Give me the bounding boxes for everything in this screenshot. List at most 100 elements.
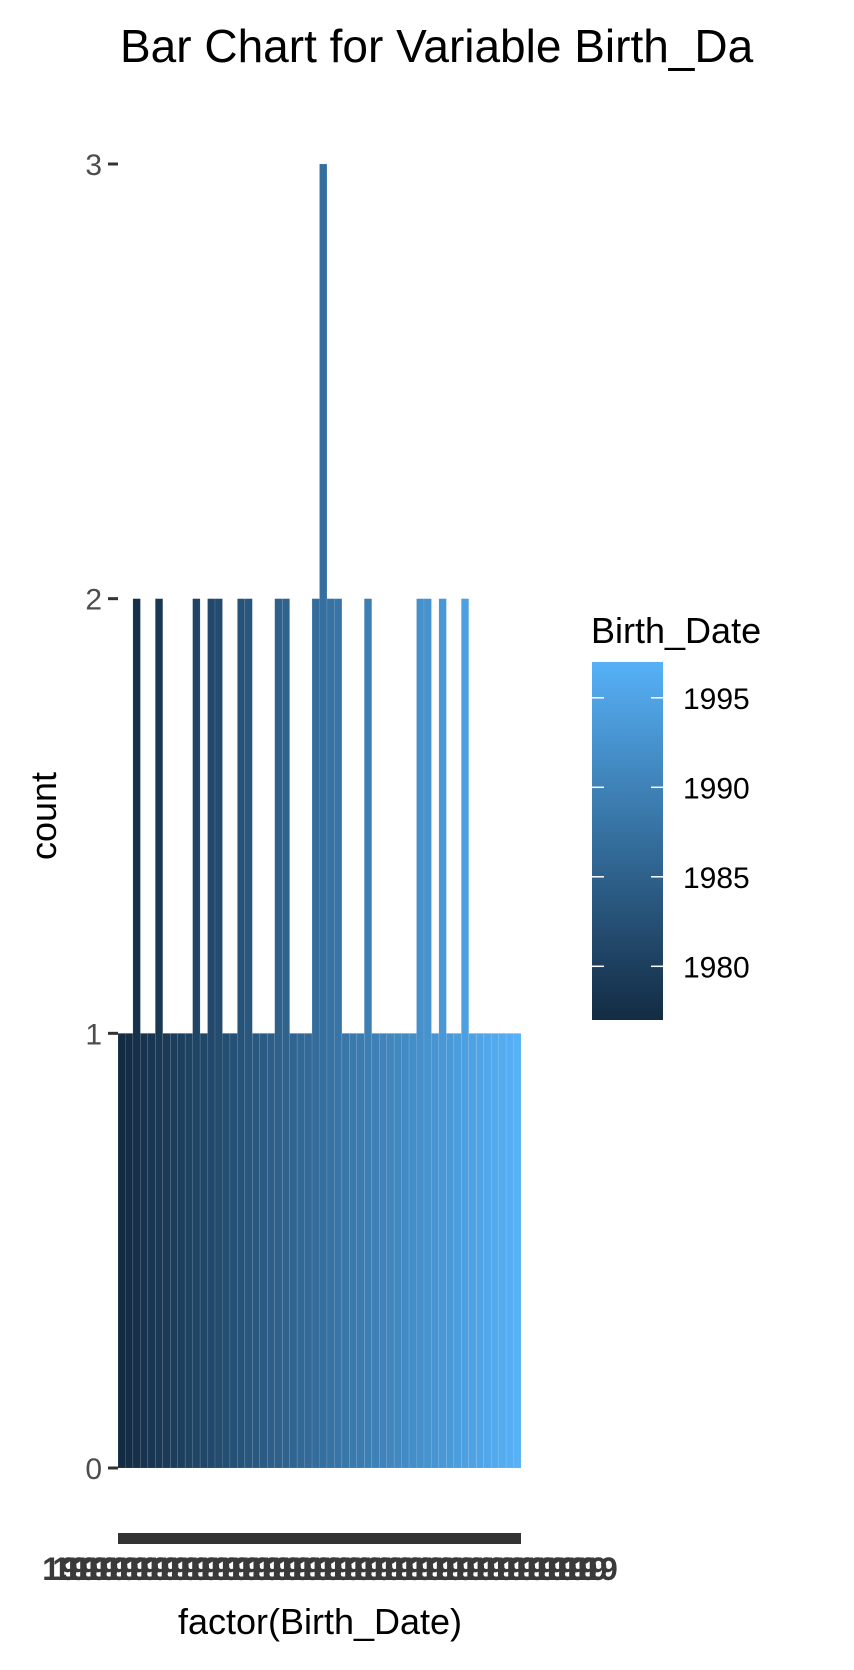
y-axis: 0 1 2 3 <box>85 149 118 1486</box>
x-tick-label: 19 <box>348 1551 384 1587</box>
x-tick-label: 19 <box>368 1551 404 1587</box>
bar <box>192 598 201 1469</box>
bar <box>416 598 425 1469</box>
legend-colorbar <box>592 662 663 1020</box>
bar <box>461 598 470 1469</box>
x-tick-label: 19 <box>541 1551 577 1587</box>
x-tick-label: 19 <box>307 1551 343 1587</box>
x-tick-label: 19 <box>175 1551 211 1587</box>
bar <box>244 598 253 1469</box>
x-tick-label: 19 <box>470 1551 506 1587</box>
bar <box>498 1033 507 1469</box>
bar <box>296 1033 305 1469</box>
x-tick-label: 19 <box>144 1551 180 1587</box>
x-tick-label: 19 <box>409 1551 445 1587</box>
bar <box>132 598 141 1469</box>
x-tick-label: 19 <box>399 1551 435 1587</box>
x-tick-label: 19 <box>226 1551 262 1587</box>
x-axis: 1919191919191919191919191919191919191919… <box>42 1533 618 1587</box>
x-tick-label: 19 <box>378 1551 414 1587</box>
bar <box>214 598 223 1469</box>
bar <box>341 1033 350 1469</box>
bar <box>117 1033 126 1469</box>
bar <box>364 598 372 1469</box>
bar <box>423 598 432 1469</box>
bar <box>274 598 283 1469</box>
x-tick-label: 19 <box>440 1551 476 1587</box>
x-tick-label: 19 <box>297 1551 333 1587</box>
bar <box>252 1033 261 1469</box>
x-tick-label: 19 <box>114 1551 150 1587</box>
x-tick-label: 19 <box>42 1551 78 1587</box>
bar <box>356 1033 365 1469</box>
x-tick-label: 19 <box>511 1551 547 1587</box>
legend-breaks: 1995 1990 1985 1980 <box>592 683 750 984</box>
bars-group <box>117 163 522 1469</box>
bar <box>334 598 343 1469</box>
x-tick-label: 19 <box>73 1551 109 1587</box>
bar <box>475 1033 484 1469</box>
x-tick-label: 19 <box>419 1551 455 1587</box>
y-tick-label: 3 <box>85 149 102 182</box>
x-tick-label: 19 <box>236 1551 272 1587</box>
bar <box>393 1033 402 1469</box>
bar <box>453 1033 462 1469</box>
x-tick-label: 19 <box>491 1551 527 1587</box>
x-axis-ticks-band <box>118 1533 521 1544</box>
bar <box>289 1033 298 1469</box>
x-tick-label: 19 <box>429 1551 465 1587</box>
bar <box>446 1033 455 1469</box>
x-tick-label: 19 <box>215 1551 251 1587</box>
bar <box>319 163 328 1469</box>
bar <box>483 1033 492 1469</box>
bar <box>281 598 290 1469</box>
bar <box>513 1033 522 1469</box>
x-tick-label: 19 <box>185 1551 221 1587</box>
bar <box>155 598 164 1469</box>
x-tick-label: 19 <box>93 1551 129 1587</box>
legend-break-label: 1995 <box>683 683 750 716</box>
x-tick-label: 19 <box>328 1551 364 1587</box>
bar <box>177 1033 186 1469</box>
bar <box>431 1033 440 1469</box>
x-tick-label: 19 <box>154 1551 190 1587</box>
bar <box>468 1033 477 1469</box>
x-tick-label: 19 <box>389 1551 425 1587</box>
bar <box>125 1033 134 1469</box>
plot-area: 0 1 2 3 <box>85 149 522 1486</box>
bar <box>147 1033 156 1469</box>
x-tick-label: 19 <box>338 1551 374 1587</box>
x-tick-label: 19 <box>562 1551 598 1587</box>
bar <box>259 1033 268 1469</box>
x-tick-label: 19 <box>63 1551 99 1587</box>
x-tick-label: 19 <box>552 1551 588 1587</box>
bar <box>378 1033 387 1469</box>
y-tick-label: 1 <box>85 1018 102 1051</box>
x-tick-label: 19 <box>205 1551 241 1587</box>
x-tick-label: 19 <box>103 1551 139 1587</box>
bar <box>207 598 216 1469</box>
x-tick-label: 19 <box>480 1551 516 1587</box>
x-tick-label: 19 <box>531 1551 567 1587</box>
bar <box>222 1033 231 1469</box>
bar <box>505 1033 514 1469</box>
bar <box>169 1033 178 1469</box>
bar <box>326 598 335 1469</box>
x-tick-label: 19 <box>317 1551 353 1587</box>
bar <box>184 1033 193 1469</box>
x-tick-label: 19 <box>501 1551 537 1587</box>
bar <box>371 1033 380 1469</box>
bar <box>304 1033 313 1469</box>
x-tick-label: 19 <box>246 1551 282 1587</box>
bar <box>199 1033 208 1469</box>
bar <box>162 1033 171 1469</box>
bar <box>140 1033 149 1469</box>
x-tick-label: 19 <box>52 1551 88 1587</box>
x-tick-label: 19 <box>460 1551 496 1587</box>
bar <box>386 1033 395 1469</box>
x-tick-label: 19 <box>256 1551 292 1587</box>
y-tick-label: 2 <box>85 584 102 617</box>
x-axis-label: factor(Birth_Date) <box>178 1601 462 1642</box>
chart-title: Bar Chart for Variable Birth_Da <box>120 20 754 72</box>
